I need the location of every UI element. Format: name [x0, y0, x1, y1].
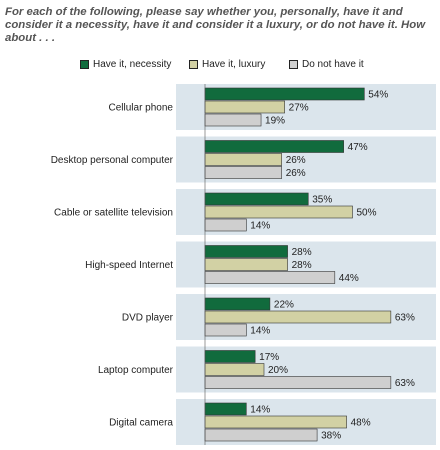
bar-luxury — [204, 153, 282, 166]
value-label-luxury: 28% — [292, 260, 312, 271]
value-label-necessity: 22% — [274, 300, 294, 311]
value-label-none: 14% — [250, 326, 270, 337]
category-label: Cellular phone — [109, 103, 174, 114]
value-label-none: 38% — [321, 431, 341, 442]
value-label-necessity: 14% — [250, 405, 270, 416]
bar-luxury — [204, 100, 285, 114]
value-label-necessity: 54% — [368, 90, 388, 101]
value-label-luxury: 48% — [351, 418, 371, 429]
bar-necessity — [204, 245, 288, 258]
value-label-luxury: 63% — [395, 313, 415, 324]
bar-none — [204, 218, 247, 232]
question-text: For each of the following, please say wh… — [5, 6, 426, 44]
legend-label-necessity: Have it, necessity — [93, 59, 172, 70]
category-label: High-speed Internet — [85, 260, 173, 271]
category-label: Cable or satellite television — [54, 208, 173, 219]
value-label-luxury: 20% — [268, 365, 288, 376]
value-label-none: 44% — [339, 273, 359, 284]
value-label-luxury: 26% — [286, 155, 306, 166]
bar-none — [204, 323, 247, 337]
value-label-none: 26% — [286, 168, 306, 179]
value-label-necessity: 35% — [312, 195, 332, 206]
legend-item-necessity: Have it, necessity — [80, 59, 171, 70]
bar-none — [204, 113, 262, 127]
bar-none — [204, 428, 318, 442]
bar-luxury — [204, 258, 288, 271]
bar-necessity — [204, 192, 309, 206]
bar-luxury — [204, 415, 347, 429]
legend-item-luxury: Have it, luxury — [189, 59, 265, 70]
bar-necessity — [204, 402, 247, 416]
value-label-necessity: 17% — [259, 352, 279, 363]
value-label-necessity: 47% — [348, 142, 368, 153]
bar-luxury — [204, 363, 265, 376]
legend-swatch-none — [289, 60, 298, 69]
bar-necessity — [204, 297, 271, 311]
legend-swatch-luxury — [189, 60, 198, 69]
legend: Have it, necessity Have it, luxury Do no… — [0, 59, 440, 73]
value-label-none: 19% — [265, 116, 285, 127]
value-label-necessity: 28% — [292, 247, 312, 258]
bar-luxury — [204, 205, 353, 219]
category-label: Desktop personal computer — [51, 155, 174, 166]
legend-label-none: Do not have it — [302, 59, 364, 70]
value-label-luxury: 27% — [289, 103, 309, 114]
category-label: Laptop computer — [98, 365, 174, 376]
category-label: DVD player — [122, 313, 174, 324]
value-label-none: 14% — [250, 221, 270, 232]
category-label: Digital camera — [109, 418, 173, 429]
legend-item-none: Do not have it — [289, 59, 364, 70]
value-label-none: 63% — [395, 378, 415, 389]
legend-swatch-necessity — [80, 60, 89, 69]
bar-none — [204, 376, 392, 389]
bar-none — [204, 166, 282, 179]
bar-none — [204, 271, 336, 284]
bar-necessity — [204, 350, 256, 363]
bar-necessity — [204, 87, 365, 101]
value-label-luxury: 50% — [357, 208, 377, 219]
bar-luxury — [204, 310, 392, 324]
bar-necessity — [204, 140, 344, 153]
legend-label-luxury: Have it, luxury — [202, 59, 266, 70]
